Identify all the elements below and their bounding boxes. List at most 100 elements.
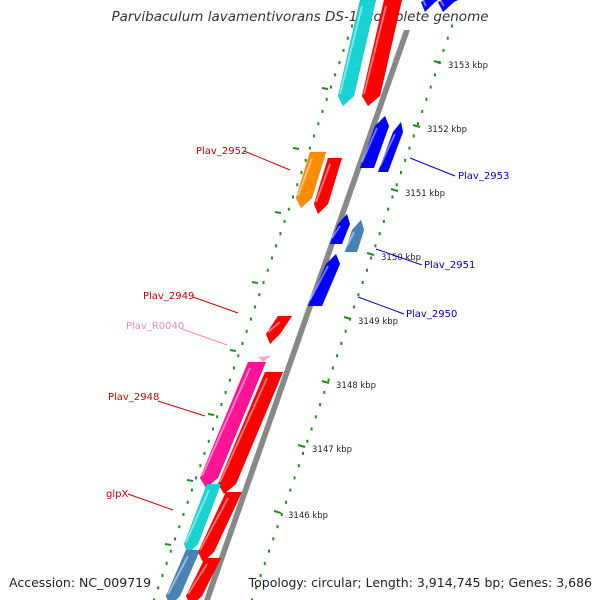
right-ring-dot [259,574,262,578]
gene-label[interactable]: Plav_2950 [406,309,457,320]
gene-red-bottom [185,557,222,600]
gene-features [165,0,459,600]
right-ring-dot [255,586,258,590]
minor-tick [164,543,172,546]
gene-label[interactable]: Plav_2951 [424,260,475,271]
gene-plav-2953-b-highlight [379,133,396,167]
left-ring-dot [195,476,198,480]
left-ring-dot [275,244,278,248]
gene-label[interactable]: Plav_2952 [196,146,247,157]
gene-plav-2949-highlight [267,321,281,333]
right-ring-dot [327,378,330,382]
gene-plav-2950 [307,253,341,307]
dotted-ring-right [251,24,453,600]
right-ring-dot [336,354,339,358]
right-ring-dot [446,36,449,40]
left-ring-dot [287,207,290,211]
left-ring-dot [351,24,353,28]
gene-red-bottom-highlight [187,563,208,595]
right-ring-dot [272,537,275,541]
right-ring-dot [421,109,424,113]
gene-plav-2949 [265,315,293,345]
right-ring-dot [344,329,347,333]
right-ring-dot [399,171,402,175]
right-ring-dot [263,561,266,565]
gene-label[interactable]: Plav_2953 [458,171,509,182]
right-ring-dot [310,427,313,431]
gene-cyan-top [337,0,377,107]
gene-plav-2950-highlight [309,265,329,301]
left-ring-dot [325,97,328,101]
left-ring-dot [329,85,332,89]
gene-plav-2951-a-highlight [331,225,341,239]
left-ring-dot [237,354,240,358]
right-ring-dot [297,464,300,468]
left-ring-dot [266,268,269,272]
right-ring-dot [293,476,296,480]
right-ring-dot [451,24,453,28]
gene-label[interactable]: glpX [106,489,128,500]
gene-red-2952 [313,157,343,215]
right-ring-dot [442,48,445,52]
left-ring-dot [245,329,248,333]
right-ring-dot [382,219,385,223]
right-ring-dot [361,280,364,284]
left-ring-dot [296,183,299,187]
right-ring-dot [425,97,428,101]
right-ring-dot [306,439,309,443]
gene-steelblue-bottom [165,549,201,600]
left-ring-dot [258,293,261,297]
gene-glpx-highlight [185,489,210,543]
left-ring-dot [313,134,316,138]
gene-red-glpx [197,491,243,563]
left-ring-dot [262,280,265,284]
left-ring-dot [233,366,236,370]
right-ring-dot [285,500,288,504]
left-ring-dot [304,158,307,162]
tick-label: 3153 kbp [448,61,488,71]
right-ring-dot [378,232,381,236]
left-ring-dot [211,427,214,431]
backbone-line [204,30,410,600]
gene-red-2948 [217,371,284,495]
gene-plav-2953-a [359,115,390,169]
genome-summary: Topology: circular; Length: 3,914,745 bp… [248,575,592,590]
gene-plav-2953-b [377,121,404,173]
right-ring-dot [433,73,436,77]
right-ring-dot [357,293,360,297]
gene-red-glpx-highlight [199,497,229,551]
tick-mark [273,510,282,514]
right-ring-dot [268,549,271,553]
tick-mark [366,252,375,256]
gene-steelblue-bottom-highlight [167,555,189,595]
left-ring-dot [153,598,155,600]
left-ring-dot [203,451,206,455]
minor-tick [207,413,215,416]
gene-plav-2952 [295,151,327,209]
tick-mark [412,124,421,128]
right-ring-dot [314,415,317,419]
left-ring-dot [241,342,244,346]
gene-leader-line [127,493,174,511]
left-ring-dot [334,73,337,77]
right-ring-dot [391,195,394,199]
right-ring-dot [302,451,305,455]
right-ring-dot [319,403,322,407]
tick-mark [321,380,330,384]
gene-label[interactable]: Plav_2948 [108,392,159,403]
tick-mark [390,188,399,192]
tick-label: 3149 kbp [358,317,398,327]
gene-blue-top [437,0,459,13]
left-ring-dot [346,36,349,40]
minor-tick [186,479,194,482]
gene-red-2952-highlight [315,163,331,203]
right-ring-dot [374,244,377,248]
gene-label[interactable]: Plav_2949 [143,291,194,302]
tick-mark [433,60,442,64]
right-ring-dot [331,366,334,370]
gene-label[interactable]: Plav_R0040 [126,321,184,332]
right-ring-dot [340,342,343,346]
right-ring-dot [387,207,390,211]
right-ring-dot [276,525,279,529]
left-ring-dot [228,378,231,382]
